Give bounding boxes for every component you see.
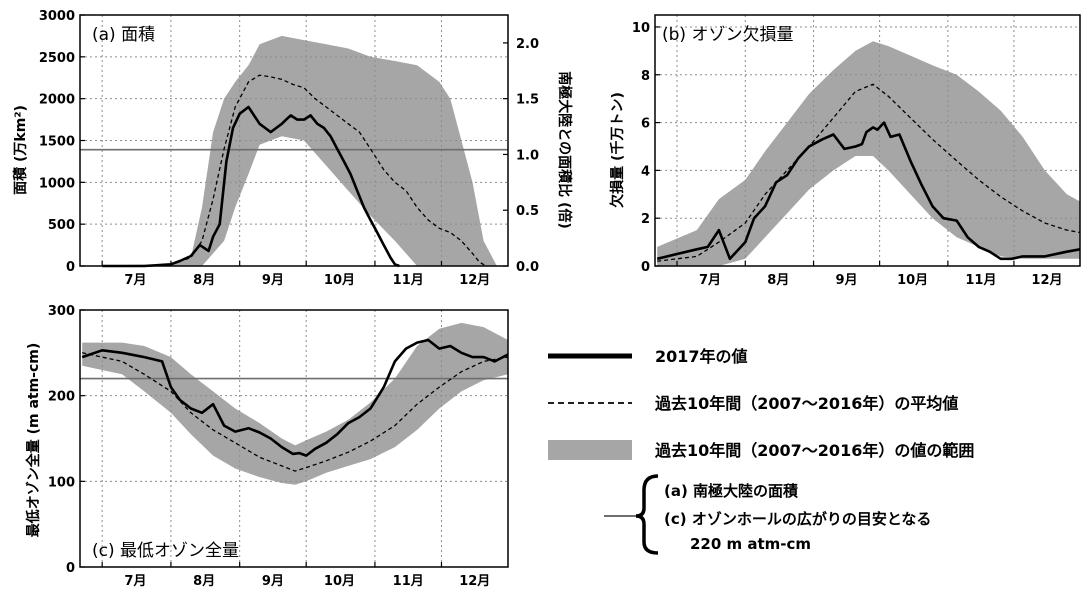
y-tick-label: 2 [641, 212, 650, 227]
legend-brace-icon [636, 476, 658, 553]
x-tick-label: 11月 [965, 273, 996, 288]
y-tick-label: 2000 [39, 93, 75, 108]
x-tick-label: 9月 [262, 273, 284, 288]
x-tick-label: 12月 [1031, 273, 1062, 288]
y-tick-label: 1000 [39, 176, 75, 191]
x-tick-label: 8月 [193, 273, 215, 288]
x-tick-label: 10月 [324, 273, 355, 288]
panel-b-ozone-deficit: 0 2 4 6 8 10 7月 8月 9月 10月 11月 12月 (b) オゾン欠損量 欠損量 (千… [609, 15, 1080, 288]
y-tick-label: 3000 [39, 9, 75, 24]
y-tick-label: 4 [641, 164, 650, 179]
legend-ref-line-3: 220 m atm-cm [690, 535, 811, 553]
y-tick-label: 0 [66, 561, 75, 576]
x-tick-label: 9月 [262, 574, 284, 589]
y2-tick-label: 0.5 [516, 204, 539, 219]
panel-a-y2-label: 南極大陸との面積比 (倍) [556, 71, 573, 229]
legend-ref-line-2: (c) オゾンホールの広がりの目安となる [664, 510, 931, 528]
y-tick-label: 100 [48, 475, 75, 490]
panel-b-y-label: 欠損量 (千万トン) [609, 92, 626, 208]
x-tick-label: 7月 [124, 273, 146, 288]
panel-b-title: (b) オゾン欠損量 [662, 25, 793, 45]
y-tick-label: 500 [48, 218, 75, 233]
y-tick-label: 0 [641, 260, 650, 275]
x-tick-label: 11月 [393, 574, 424, 589]
x-tick-label: 10月 [324, 574, 355, 589]
y-tick-label: 10 [632, 21, 650, 36]
y-tick-label: 200 [48, 390, 75, 405]
y-tick-label: 6 [641, 117, 650, 132]
panel-a-area: 0 500 1000 1500 2000 2500 3000 0.0 0.5 1.0 1.5 2.0 7… [12, 9, 573, 288]
legend-band-swatch [548, 440, 632, 460]
panel-a-title: (a) 面積 [92, 25, 155, 45]
panel-c-min-ozone: 0 100 200 300 7月 8月 9月 10月 11月 12月 (c) 最低オゾン全量 最低… [25, 304, 508, 589]
x-tick-label: 7月 [699, 273, 721, 288]
x-tick-label: 9月 [836, 273, 858, 288]
x-tick-label: 7月 [124, 574, 146, 589]
y-tick-label: 300 [48, 304, 75, 319]
x-tick-label: 12月 [459, 273, 490, 288]
y-tick-label: 0 [66, 260, 75, 275]
y2-tick-label: 1.0 [516, 148, 539, 163]
y2-tick-label: 2.0 [516, 37, 539, 52]
legend: 2017年の値 過去10年間（2007～2016年）の平均値 過去10年間（20… [548, 347, 974, 553]
panel-a-y-label: 面積 (万km²) [12, 105, 29, 195]
y-tick-label: 8 [641, 69, 650, 84]
panel-c-title: (c) 最低オゾン全量 [92, 541, 239, 561]
x-tick-label: 8月 [193, 574, 215, 589]
legend-label-2017: 2017年の値 [655, 347, 748, 366]
range-band [102, 36, 497, 266]
x-tick-label: 8月 [767, 273, 789, 288]
y2-tick-label: 0.0 [516, 260, 539, 275]
legend-ref-line-1: (a) 南極大陸の面積 [664, 482, 799, 500]
x-tick-label: 11月 [393, 273, 424, 288]
legend-label-range: 過去10年間（2007～2016年）の値の範囲 [654, 441, 974, 460]
panel-c-y-label: 最低オゾン全量 (m atm-cm) [25, 343, 42, 538]
legend-label-mean: 過去10年間（2007～2016年）の平均値 [654, 394, 958, 413]
x-tick-label: 10月 [897, 273, 928, 288]
x-tick-label: 12月 [459, 574, 490, 589]
y-tick-label: 1500 [39, 135, 75, 150]
y2-tick-label: 1.5 [516, 93, 539, 108]
y-tick-label: 2500 [39, 51, 75, 66]
